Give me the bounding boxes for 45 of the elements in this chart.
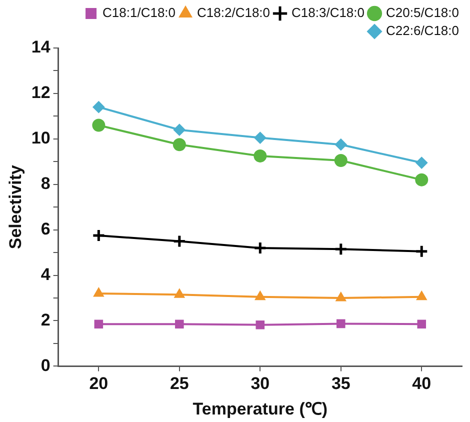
point [172, 234, 186, 248]
point [334, 138, 347, 151]
point [415, 173, 428, 186]
point [417, 320, 426, 329]
x-tick-label: 25 [170, 374, 189, 394]
y-axis-title: Selectivity [6, 164, 25, 250]
y-tick-label: 12 [31, 83, 50, 102]
point [92, 228, 106, 242]
x-axis-title: Temperature (℃) [192, 399, 328, 418]
point [254, 290, 266, 300]
x-tick-label: 20 [89, 374, 108, 394]
point [336, 292, 346, 302]
legend-label: C18:2/C18:0 [197, 5, 270, 20]
x-tick-label: 40 [412, 374, 432, 394]
point [414, 244, 428, 258]
point [334, 242, 348, 256]
point [92, 101, 105, 114]
y-tick-label: 0 [40, 356, 50, 375]
point [416, 156, 428, 169]
y-tick-label: 14 [31, 38, 51, 57]
y-tick-label: 4 [40, 264, 51, 284]
y-tick-label: 8 [40, 174, 50, 194]
legend-label: C18:1/C18:0 [102, 5, 176, 20]
legend-label: C22:6/C18:0 [386, 23, 460, 38]
point [254, 132, 266, 144]
x-tick-label: 30 [250, 374, 270, 394]
point [175, 320, 184, 329]
point [336, 319, 346, 328]
point [256, 320, 265, 330]
y-tick-label: 10 [31, 128, 50, 148]
legend-label: C20:5/C18:0 [386, 5, 460, 20]
y-tick-label: 6 [40, 220, 50, 239]
x-tick-label: 35 [331, 374, 350, 394]
point [94, 320, 104, 329]
point [334, 154, 348, 168]
point [174, 288, 185, 298]
legend-label: C18:3/C18:0 [292, 5, 365, 20]
point [93, 287, 104, 297]
point [253, 241, 267, 255]
point [92, 118, 106, 132]
y-tick-label: 2 [40, 310, 50, 330]
point [172, 138, 186, 152]
point [254, 149, 267, 162]
point [416, 290, 427, 300]
point [173, 124, 186, 136]
